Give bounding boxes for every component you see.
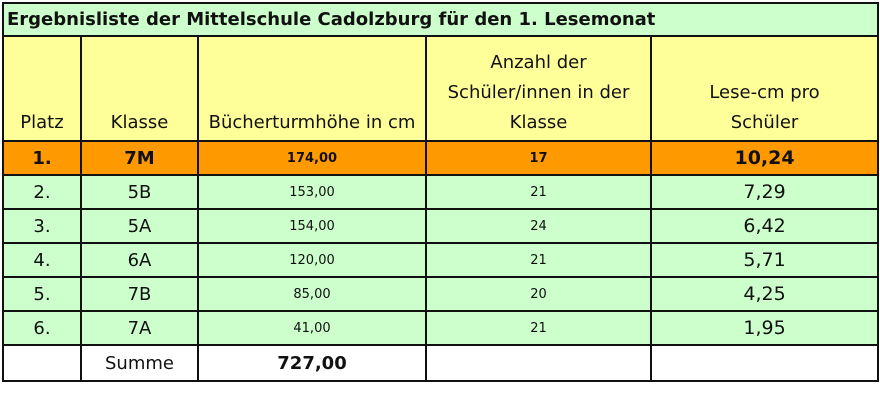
cell-lesecm: 6,42 [649, 208, 880, 244]
cell-platz: 1. [2, 140, 82, 176]
cell-klasse: 7A [80, 310, 199, 346]
cell-anzahl: 21 [425, 174, 652, 210]
cell-klasse: 7B [80, 276, 199, 312]
cell-lesecm: 1,95 [649, 310, 880, 346]
cell-anzahl: 24 [425, 208, 652, 244]
table-title: Ergebnisliste der Mittelschule Cadolzbur… [1, 2, 880, 37]
cell-anzahl: 20 [425, 276, 652, 312]
sum-value: 727,00 [197, 344, 427, 382]
cell-anzahl: 17 [425, 140, 652, 176]
cell-lesecm: 10,24 [649, 140, 880, 176]
header-row: Platz Klasse Bücherturmhöhe in cm Anzahl… [2, 35, 880, 142]
cell-hoehe: 153,00 [197, 174, 427, 210]
cell-platz: 2. [2, 174, 82, 210]
cell-hoehe: 154,00 [197, 208, 427, 244]
header-platz: Platz [2, 35, 82, 142]
cell-anzahl: 21 [425, 242, 652, 278]
sum-label: Summe [80, 344, 199, 382]
table-row: 3. 5A 154,00 24 6,42 [2, 208, 880, 244]
table-row: 5. 7B 85,00 20 4,25 [2, 276, 880, 312]
table-row: 2. 5B 153,00 21 7,29 [2, 174, 880, 210]
cell-klasse: 5A [80, 208, 199, 244]
results-table: Ergebnisliste der Mittelschule Cadolzbur… [1, 2, 880, 382]
cell-klasse: 6A [80, 242, 199, 278]
header-lesecm: Lese-cm pro Schüler [649, 35, 880, 142]
cell-lesecm: 5,71 [649, 242, 880, 278]
sum-empty [2, 344, 82, 382]
cell-platz: 5. [2, 276, 82, 312]
sum-row: Summe 727,00 [2, 344, 880, 382]
cell-platz: 3. [2, 208, 82, 244]
table-row: 6. 7A 41,00 21 1,95 [2, 310, 880, 346]
cell-platz: 6. [2, 310, 82, 346]
cell-hoehe: 120,00 [197, 242, 427, 278]
header-anzahl: Anzahl der Schüler/innen in der Klasse [425, 35, 652, 142]
sum-empty [425, 344, 652, 382]
cell-lesecm: 7,29 [649, 174, 880, 210]
header-klasse: Klasse [80, 35, 199, 142]
cell-hoehe: 85,00 [197, 276, 427, 312]
cell-hoehe: 41,00 [197, 310, 427, 346]
sum-empty [649, 344, 880, 382]
cell-klasse: 5B [80, 174, 199, 210]
header-hoehe: Bücherturmhöhe in cm [197, 35, 427, 142]
cell-lesecm: 4,25 [649, 276, 880, 312]
cell-klasse: 7M [80, 140, 199, 176]
cell-anzahl: 21 [425, 310, 652, 346]
table-row: 1. 7M 174,00 17 10,24 [2, 140, 880, 176]
cell-platz: 4. [2, 242, 82, 278]
cell-hoehe: 174,00 [197, 140, 427, 176]
table-row: 4. 6A 120,00 21 5,71 [2, 242, 880, 278]
title-row: Ergebnisliste der Mittelschule Cadolzbur… [1, 2, 880, 37]
